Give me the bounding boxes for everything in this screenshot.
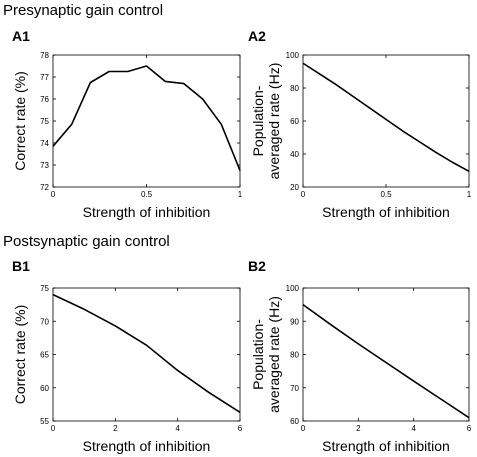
y-tick-label-a1: 72: [40, 183, 49, 192]
y-axis-label-a1: Correct rate (%): [12, 71, 28, 171]
panel-label-a2: A2: [248, 28, 266, 44]
y-tick-label-a1: 74: [40, 139, 49, 148]
series-line-a2: [302, 62, 470, 173]
axes-box-a1: [52, 54, 241, 188]
y-tick-label-a2: 40: [290, 150, 299, 159]
y-tick-label-b2: 90: [290, 317, 299, 326]
y-tick-label-b2: 70: [290, 384, 299, 393]
x-tick-label-a1: 0.5: [141, 190, 153, 199]
x-tick-label-a1: 0: [51, 190, 56, 199]
y-tick-label-a2: 100: [286, 51, 300, 60]
series-line-b2: [302, 303, 470, 419]
chart-a1: 0 0.5 1 72 73 74 75 76 77 78 Strength of inhibitio…: [12, 51, 243, 220]
y-tick-label-b1: 65: [40, 351, 49, 360]
y-tick-label-a1: 73: [40, 161, 49, 170]
y-axis-label-a2: Population-: [250, 85, 266, 156]
y-tick-label-b1: 75: [40, 284, 49, 293]
y-tick-label-a1: 75: [40, 117, 49, 126]
series-line-a1: [52, 65, 241, 171]
x-axis-label-a1: Strength of inhibition: [83, 204, 211, 220]
x-tick-label-b1: 0: [51, 424, 56, 433]
y-tick-label-b1: 55: [40, 417, 49, 426]
x-tick-label-a2: 1: [467, 190, 472, 199]
chart-b1: 0 2 4 6 55 60 65 70 75 Strength of inhibition Corr…: [12, 284, 243, 454]
panel-label-b2: B2: [248, 258, 266, 274]
y-tick-label-b2: 60: [290, 417, 299, 426]
y-tick-label-b1: 70: [40, 317, 49, 326]
x-tick-label-a1: 1: [238, 190, 243, 199]
x-tick-label-b1: 2: [113, 424, 118, 433]
x-tick-label-b2: 2: [356, 424, 361, 433]
y-tick-label-b2: 80: [290, 351, 299, 360]
y-tick-label-a2: 60: [290, 117, 299, 126]
x-tick-label-b1: 6: [238, 424, 243, 433]
section-title-presynaptic: Presynaptic gain control: [3, 2, 164, 19]
y-tick-label-a2: 80: [290, 84, 299, 93]
chart-b2: 0 2 4 6 60 70 80 90 100 Strength of inhibition Pop…: [250, 284, 472, 454]
x-tick-label-b2: 6: [467, 424, 472, 433]
x-tick-label-a2: 0.5: [380, 190, 392, 199]
y-tick-label-a1: 77: [40, 73, 49, 82]
y-axis-label-b2: averaged rate (Hz): [266, 296, 282, 413]
y-tick-label-b1: 60: [40, 384, 49, 393]
y-axis-label-b1: Correct rate (%): [12, 305, 28, 405]
section-title-postsynaptic: Postsynaptic gain control: [3, 233, 170, 250]
y-tick-label-a1: 76: [40, 95, 49, 104]
x-tick-label-b2: 0: [301, 424, 306, 433]
y-axis-label-a2: averaged rate (Hz): [266, 63, 282, 180]
y-tick-label-a1: 78: [40, 51, 49, 60]
y-tick-label-a2: 20: [290, 183, 299, 192]
x-tick-label-b1: 4: [175, 424, 180, 433]
x-axis-label-a2: Strength of inhibition: [322, 204, 450, 220]
chart-a2: 0 0.5 1 20 40 60 80 100 Strength of inhibition Po…: [250, 51, 472, 220]
x-axis-label-b2: Strength of inhibition: [322, 438, 450, 454]
y-axis-label-b2: Population-: [250, 319, 266, 390]
y-tick-label-b2: 100: [286, 284, 300, 293]
panel-label-b1: B1: [12, 258, 30, 274]
panel-label-a1: A1: [12, 28, 30, 44]
x-axis-label-b1: Strength of inhibition: [83, 438, 211, 454]
x-tick-label-b2: 4: [411, 424, 416, 433]
x-tick-label-a2: 0: [301, 190, 306, 199]
series-line-b1: [52, 293, 241, 414]
axes-box-a2: [302, 54, 470, 188]
